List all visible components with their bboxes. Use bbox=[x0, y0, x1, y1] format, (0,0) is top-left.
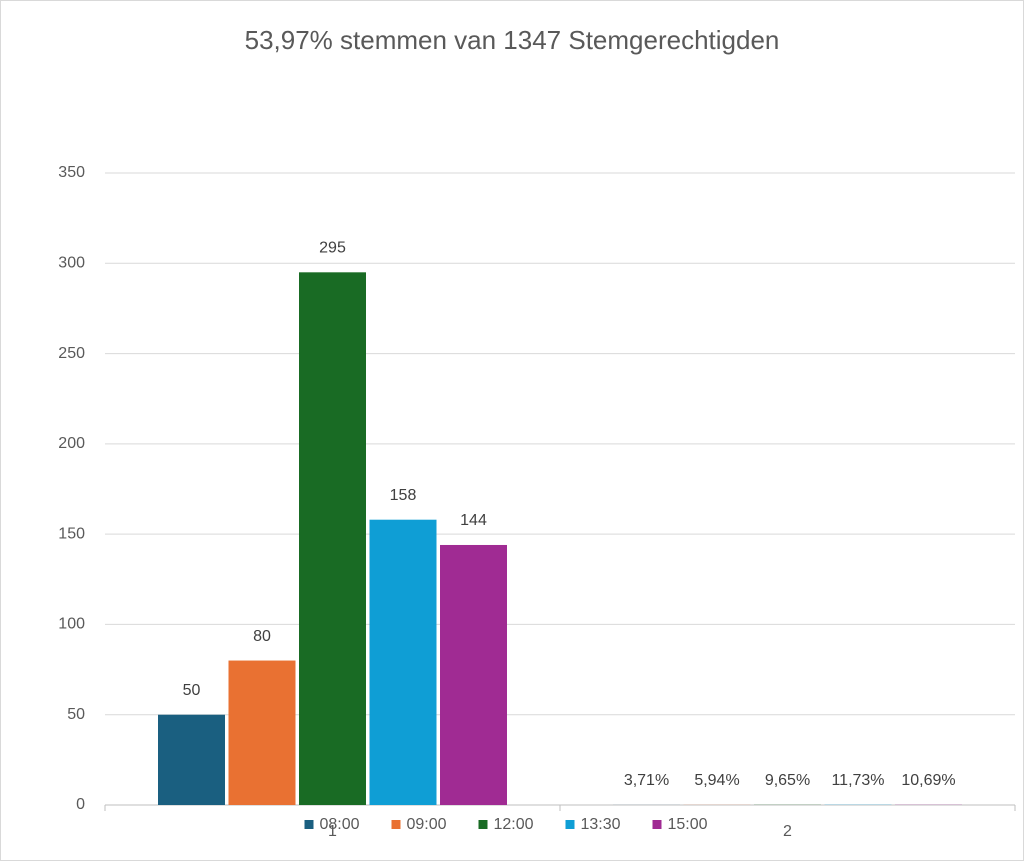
value-label: 5,94% bbox=[694, 772, 739, 789]
legend-swatch bbox=[565, 820, 575, 829]
value-label: 80 bbox=[253, 628, 271, 645]
y-tick-label: 0 bbox=[76, 796, 85, 813]
y-tick-label: 300 bbox=[58, 255, 85, 272]
bar bbox=[228, 660, 296, 805]
legend-label: 08:00 bbox=[320, 816, 360, 833]
x-tick-label: 2 bbox=[783, 823, 792, 840]
legend-swatch bbox=[391, 820, 401, 829]
legend-label: 09:00 bbox=[407, 816, 447, 833]
y-tick-label: 100 bbox=[58, 616, 85, 633]
bar bbox=[369, 519, 437, 805]
y-tick-label: 150 bbox=[58, 525, 85, 542]
y-tick-label: 350 bbox=[58, 164, 85, 181]
legend-label: 15:00 bbox=[668, 816, 708, 833]
value-label: 11,73% bbox=[831, 772, 884, 789]
legend-swatch bbox=[478, 820, 488, 829]
legend-swatch bbox=[304, 820, 314, 829]
bar bbox=[158, 714, 225, 805]
y-tick-label: 250 bbox=[58, 345, 85, 362]
chart-title: 53,97% stemmen van 1347 Stemgerechtigden bbox=[245, 25, 780, 55]
legend-swatch bbox=[652, 820, 662, 829]
value-label: 10,69% bbox=[901, 772, 955, 789]
value-label: 50 bbox=[183, 682, 201, 699]
y-tick-label: 50 bbox=[67, 706, 85, 723]
value-label: 158 bbox=[390, 487, 417, 504]
legend-label: 12:00 bbox=[494, 816, 534, 833]
value-label: 3,71% bbox=[624, 772, 669, 789]
bar bbox=[440, 544, 507, 805]
bar bbox=[299, 272, 366, 805]
value-label: 9,65% bbox=[765, 772, 810, 789]
legend-label: 13:30 bbox=[581, 816, 621, 833]
value-label: 295 bbox=[319, 240, 346, 257]
y-tick-label: 200 bbox=[58, 435, 85, 452]
x-tick-label: 1 bbox=[328, 823, 337, 840]
value-label: 144 bbox=[460, 512, 487, 529]
